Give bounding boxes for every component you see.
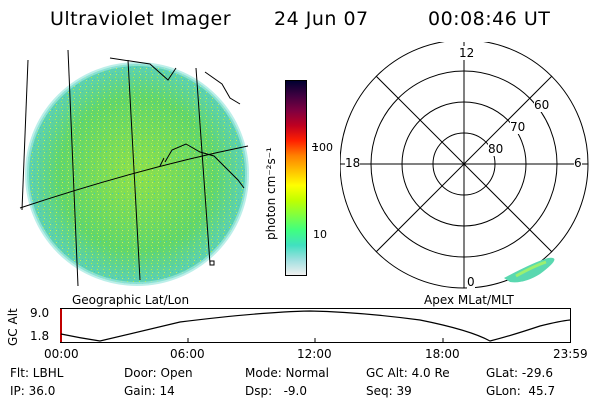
xtick-2359: 23:59: [553, 347, 588, 361]
info-filter: Flt: LBHL: [10, 366, 64, 380]
info-door: Door: Open: [124, 366, 193, 380]
latitude-line: [19, 145, 249, 209]
info-gain: Gain: 14: [124, 384, 175, 398]
info-gc-alt: GC Alt: 4.0 Re: [366, 366, 450, 380]
info-seq: Seq: 39: [366, 384, 412, 398]
geographic-caption: Geographic Lat/Lon: [72, 293, 190, 307]
colorbar: [285, 80, 307, 276]
coastline: [109, 57, 177, 81]
mlat-label-60: 60: [534, 98, 550, 112]
longitude-line: [195, 67, 211, 265]
altitude-ytick-max: 9.0: [30, 306, 50, 320]
altitude-plot: [60, 308, 571, 343]
xtick-1800: 18:00: [425, 347, 460, 361]
altitude-plot-frame: [60, 308, 571, 343]
altitude-curve: [60, 310, 571, 342]
coastline: [204, 71, 241, 105]
altitude-ylabel: GC Alt: [6, 308, 20, 346]
imager-noise: [27, 64, 247, 284]
mlt-label-18: 18: [345, 156, 361, 170]
longitude-line: [21, 59, 29, 211]
time-label: 00:08:46 UT: [428, 8, 551, 30]
apex-caption: Apex MLat/MLT: [424, 293, 514, 307]
info-mode: Mode: Normal: [245, 366, 329, 380]
info-glon: GLon: 45.7: [486, 384, 556, 398]
longitude-line: [67, 49, 79, 287]
date-label: 24 Jun 07: [274, 8, 369, 30]
polar-plot: [340, 42, 589, 289]
info-dsp: Dsp: -9.0: [245, 384, 308, 398]
mlt-label-0: 0: [467, 275, 475, 289]
colorbar-tick-100: 100: [312, 141, 333, 154]
xtick-1200: 12:00: [297, 347, 332, 361]
geographic-image-panel: [19, 49, 249, 287]
colorbar-tickmark: [312, 146, 318, 147]
polar-axis-diagonal: [375, 75, 553, 253]
xtick-0000: 00:00: [44, 347, 79, 361]
coastline: [159, 157, 165, 167]
mlat-label-80: 80: [488, 142, 504, 156]
coastline: [164, 143, 245, 189]
info-glat: GLat: -29.6: [486, 366, 553, 380]
mlat-label-70: 70: [510, 120, 526, 134]
altitude-ytick-min: 1.8: [30, 329, 50, 343]
info-ip: IP: 36.0: [10, 384, 56, 398]
island-marker: [209, 260, 215, 266]
mlt-label-6: 6: [574, 156, 582, 170]
mlt-label-12: 12: [459, 46, 475, 60]
instrument-title: Ultraviolet Imager: [50, 8, 232, 30]
colorbar-tick-10: 10: [313, 228, 327, 241]
xtick-0600: 06:00: [170, 347, 205, 361]
colorbar-unit-label: photon cm⁻²s⁻¹: [264, 147, 278, 240]
colorbar-gradient: [286, 81, 306, 275]
longitude-line: [127, 59, 141, 281]
